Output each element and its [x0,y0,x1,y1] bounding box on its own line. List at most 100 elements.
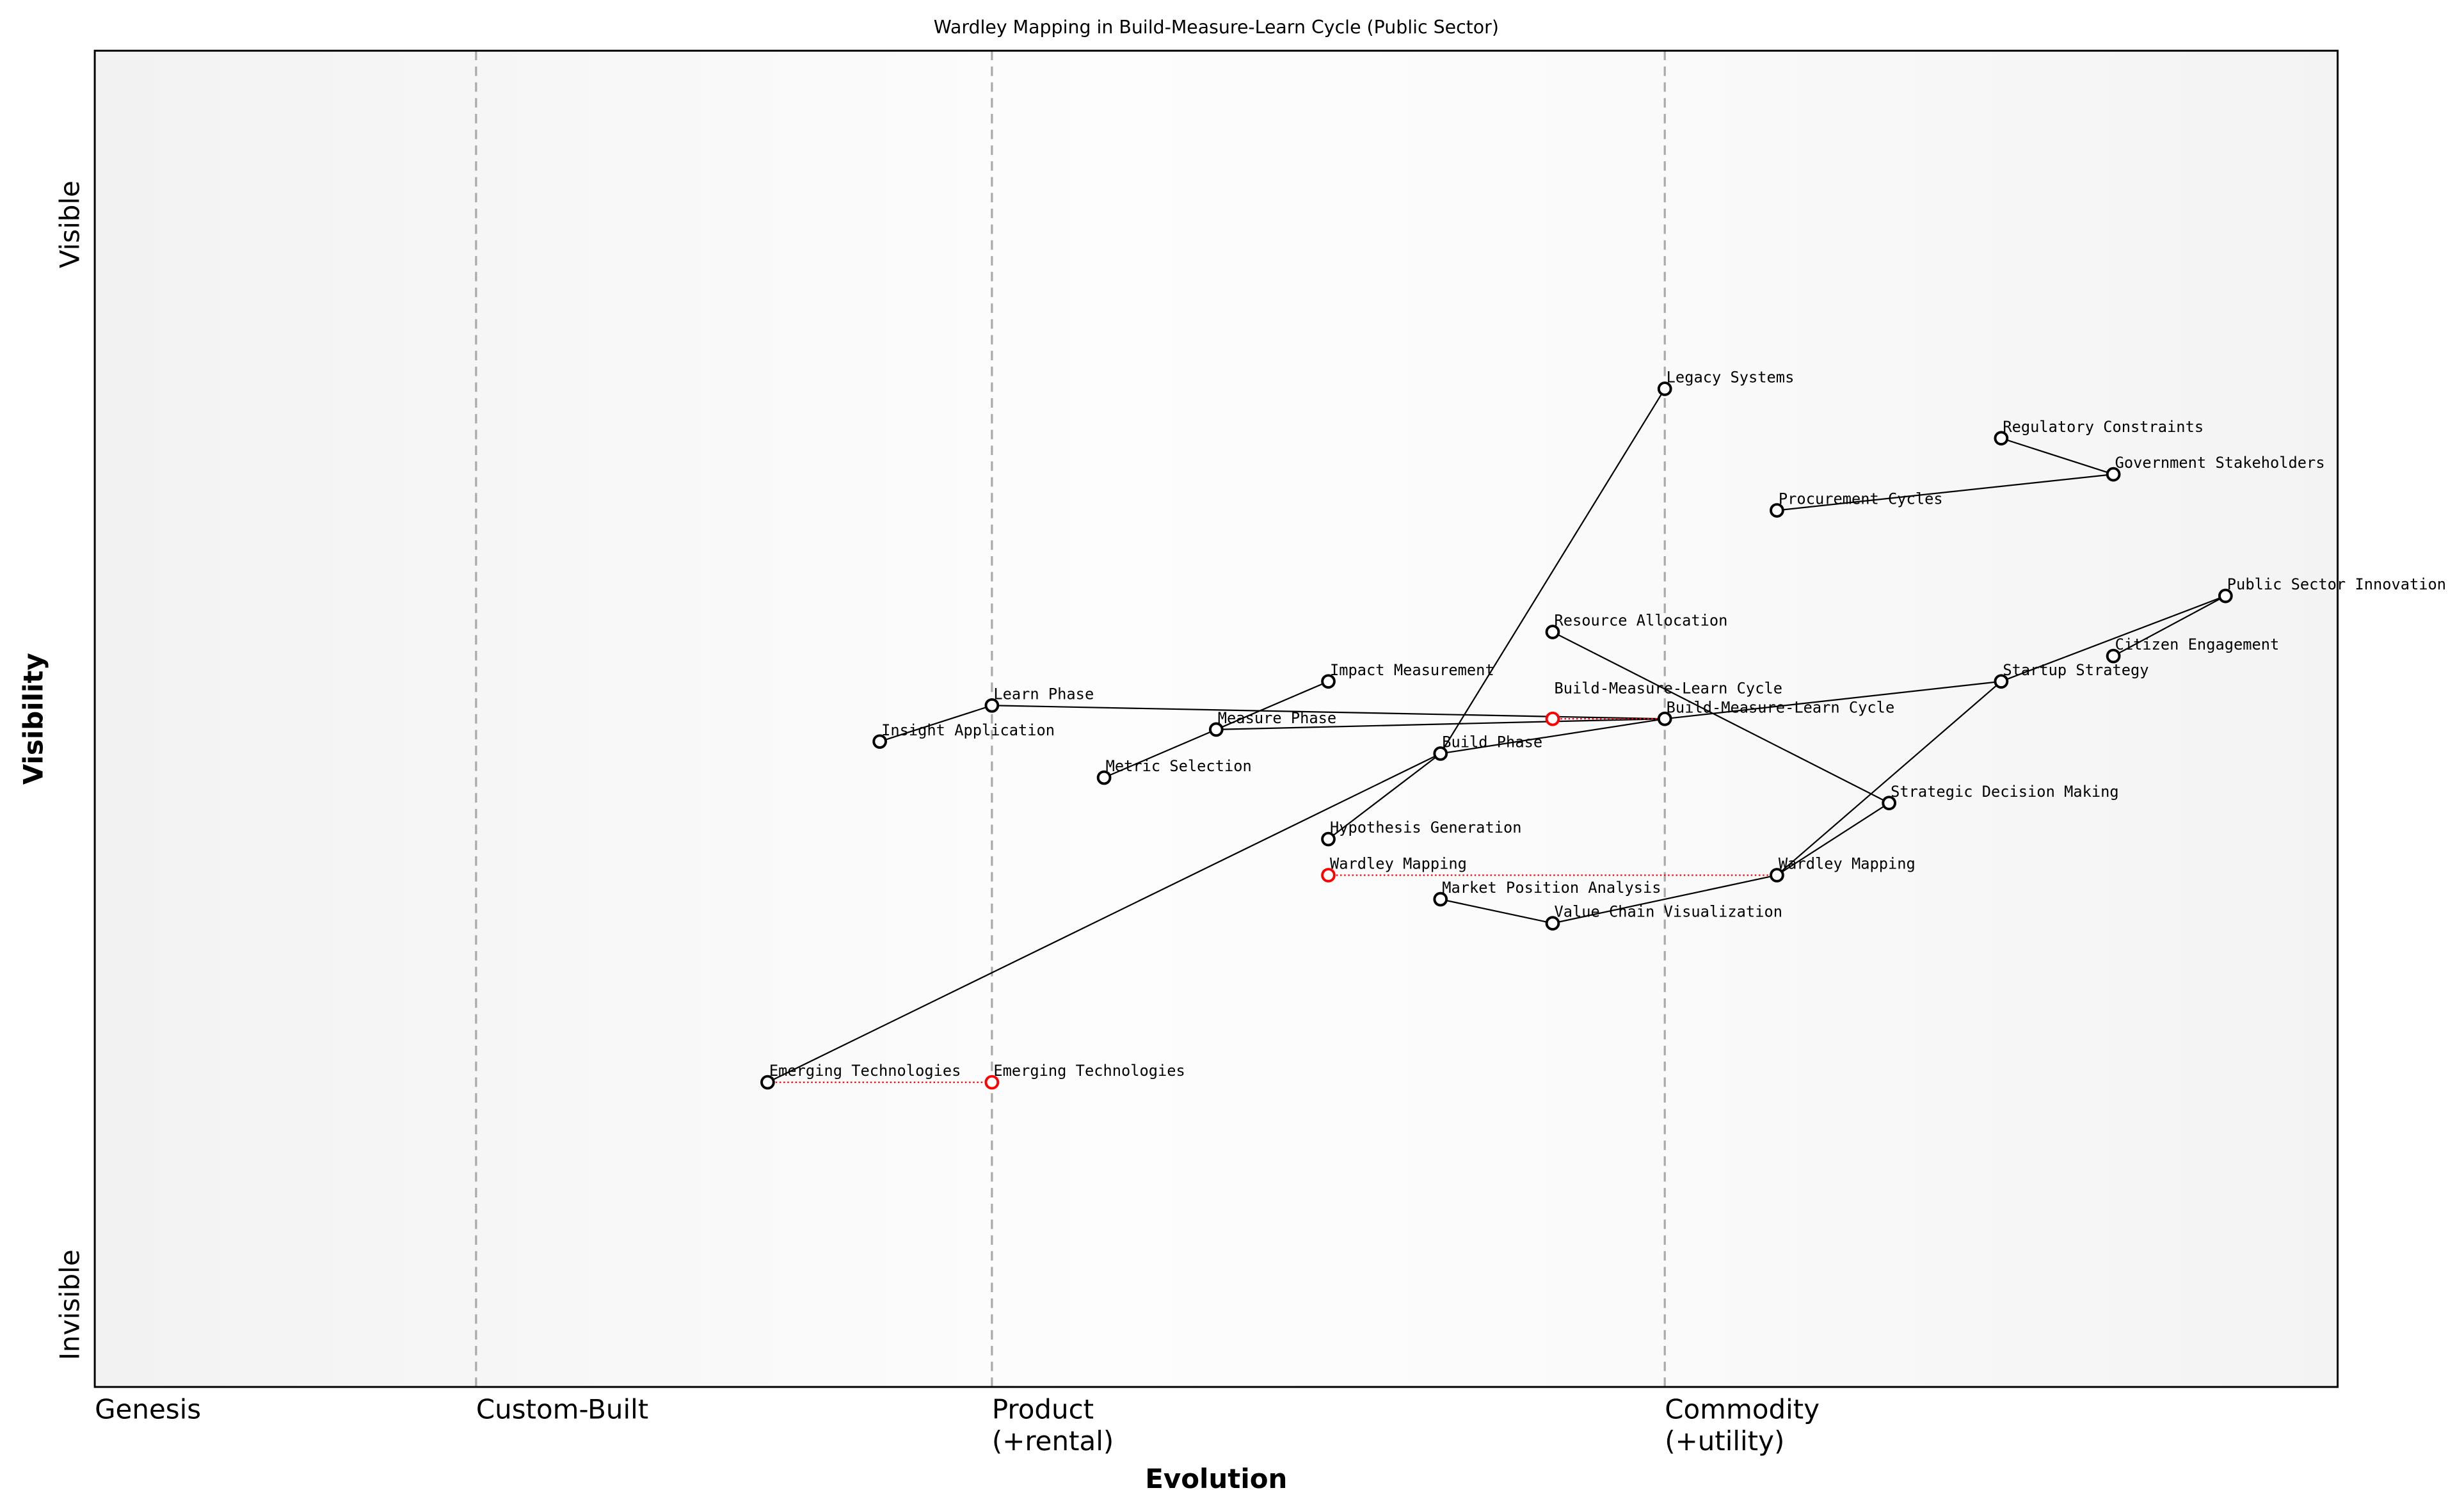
node-marker [1882,796,1897,811]
component-node: Wardley Mapping [1321,855,1467,883]
component-node: Emerging Technologies [984,1062,1185,1090]
node-label: Regulatory Constraints [2003,418,2204,436]
node-label: Emerging Technologies [993,1062,1185,1080]
stage-label: Product (+rental) [992,1393,1114,1456]
component-node: Value Chain Visualization [1545,903,1782,931]
component-node: Emerging Technologies [760,1062,961,1090]
component-node: Market Position Analysis [1433,879,1661,907]
dependency-link [2113,595,2226,657]
node-marker [984,698,1000,713]
dependency-link [1327,753,1441,840]
plot-area [95,51,2338,1388]
stage-label: Genesis [95,1393,201,1425]
component-node: Public Sector Innovation [2218,575,2446,604]
dependency-link [1216,718,1665,730]
node-label: Learn Phase [993,685,1094,703]
component-node: Build Phase [1433,733,1542,761]
component-node: Metric Selection [1096,757,1252,785]
node-label: Procurement Cycles [1779,490,1943,508]
node-label: Build Phase [1442,733,1542,751]
component-node: Startup Strategy [1994,661,2149,689]
node-label: Government Stakeholders [2115,454,2325,472]
node-label: Wardley Mapping [1330,855,1467,873]
y-tick-label: Visible [54,180,85,268]
component-node: Measure Phase [1208,709,1336,737]
node-marker [1545,916,1560,931]
node-label: Hypothesis Generation [1330,819,1521,836]
node-marker [2106,467,2121,482]
plot-frame [93,49,2339,1388]
component-node: Insight Application [872,721,1055,749]
component-node: Government Stakeholders [2106,454,2325,482]
component-node: Impact Measurement [1321,661,1494,689]
component-node: Regulatory Constraints [1994,418,2204,446]
dependency-link [1552,631,1890,804]
x-axis-label: Evolution [1145,1463,1287,1494]
node-label: Build-Measure-Learn Cycle [1554,680,1782,698]
dependency-link [1777,473,2114,511]
dependency-link [1103,728,1217,779]
node-label: Startup Strategy [2003,661,2148,679]
evolved-node-marker [1545,711,1560,726]
component-node: Strategic Decision Making [1882,783,2119,811]
node-label: Legacy Systems [1667,369,1795,387]
node-marker [1208,722,1224,737]
component-node: Citizen Engagement [2106,636,2280,664]
stage-label: Custom-Built [476,1393,648,1425]
node-label: Build-Measure-Learn Cycle [1667,698,1895,716]
stage-label: Commodity (+utility) [1665,1393,1820,1456]
node-marker [1994,674,2009,689]
dependency-link [1215,680,1329,730]
node-label: Impact Measurement [1330,661,1494,679]
node-label: Resource Allocation [1554,612,1727,630]
dependency-link [1665,680,2002,720]
evolved-node-marker [1321,868,1336,883]
node-label: Metric Selection [1106,757,1252,775]
chart-title: Wardley Mapping in Build-Measure-Learn C… [934,17,1499,38]
node-marker [1770,503,1784,518]
node-label: Insight Application [881,721,1055,739]
y-axis-label: Visibility [18,653,49,785]
node-label: Public Sector Innovation [2227,575,2446,593]
node-marker [1657,381,1672,396]
node-label: Value Chain Visualization [1554,903,1782,921]
node-label: Strategic Decision Making [1891,783,2119,801]
node-marker [2106,648,2121,664]
component-node: Build-Measure-Learn Cycle [1545,680,1782,726]
node-marker [1545,625,1560,639]
node-label: Market Position Analysis [1442,879,1661,897]
dependency-link [879,705,993,742]
node-marker [1321,831,1336,847]
component-node: Procurement Cycles [1770,490,1943,518]
node-marker [2218,588,2233,604]
node-marker [1770,868,1784,883]
component-node: Resource Allocation [1545,612,1727,639]
node-label: Measure Phase [1218,709,1336,727]
node-marker [1433,746,1448,761]
dependency-link [2001,437,2114,476]
node-marker [1096,770,1112,785]
node-marker [1994,431,2009,446]
node-marker [872,734,888,749]
component-node: Legacy Systems [1657,369,1795,396]
node-marker [760,1075,775,1090]
node-marker [1433,892,1448,907]
node-label: Wardley Mapping [1779,855,1916,873]
dependency-link [1440,718,1665,755]
dependency-link [1440,898,1553,924]
dependency-link [1776,802,1890,876]
dependency-link [767,753,1441,1084]
component-node: Learn Phase [984,685,1094,713]
node-marker [1321,674,1336,689]
dependency-link [2001,595,2226,682]
node-label: Emerging Technologies [769,1062,961,1080]
dependency-link [1439,388,1666,755]
component-node: Wardley Mapping [1770,855,1916,883]
node-marker [1657,711,1672,726]
evolved-node-marker [984,1075,1000,1090]
node-label: Citizen Engagement [2115,636,2280,653]
dependency-link [1552,874,1777,924]
component-node: Build-Measure-Learn Cycle [1657,698,1895,726]
component-node: Hypothesis Generation [1321,819,1521,847]
